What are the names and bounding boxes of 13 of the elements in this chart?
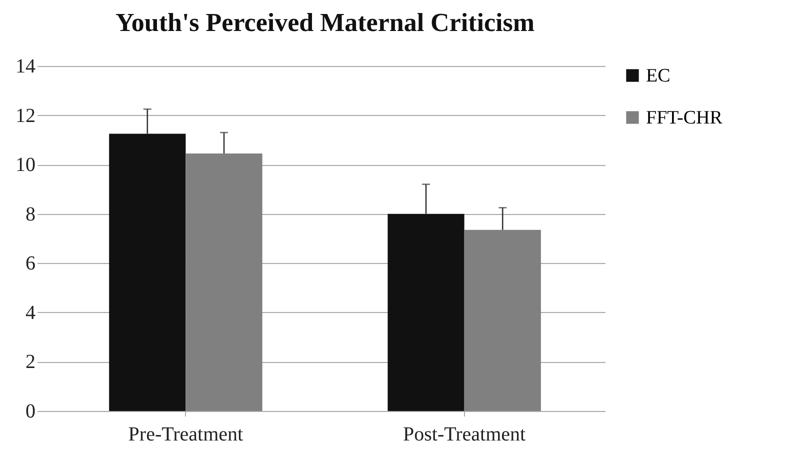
y-tick-label: 8 [26,203,36,226]
chart-title: Youth's Perceived Maternal Criticism [115,8,535,37]
y-tick-label: 2 [26,351,36,374]
legend-label: EC [646,66,670,86]
x-tick-label: Pre-Treatment [128,424,244,446]
y-tick-label: 10 [16,154,36,176]
y-tick-label: 0 [26,400,36,422]
y-tick-label: 6 [26,252,36,275]
legend-label: FFT-CHR [646,108,723,128]
y-tick-label: 4 [26,302,36,324]
y-tick-label: 12 [16,104,36,127]
y-tick-label: 14 [16,56,36,78]
x-tick-label: Post-Treatment [403,424,526,446]
